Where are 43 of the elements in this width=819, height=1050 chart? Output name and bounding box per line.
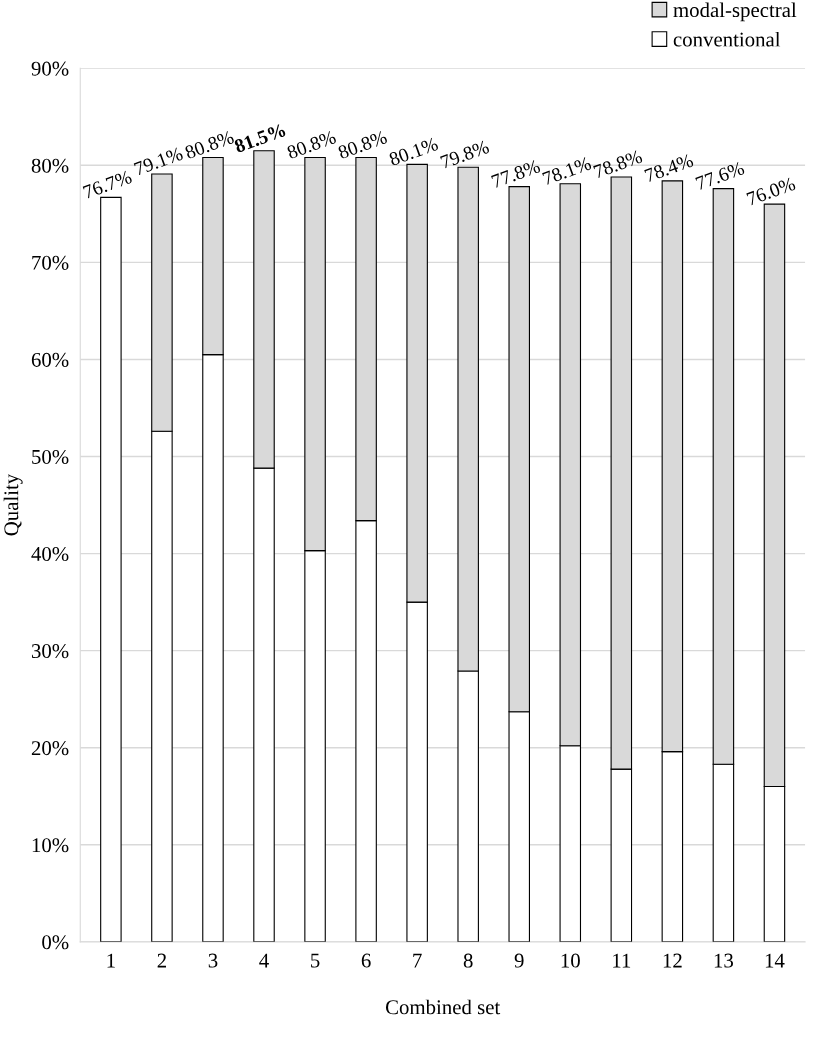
total-label: 81.5%: [233, 123, 287, 154]
y-tick-label: 10%: [32, 838, 69, 853]
x-tick-label: 12: [663, 953, 682, 968]
total-label: 80.8%: [286, 130, 337, 160]
legend-label: modal-spectral: [673, 2, 797, 22]
x-tick-label: 10: [561, 953, 580, 968]
x-tick-label: 1: [107, 953, 115, 968]
total-label: 80.8%: [337, 130, 388, 160]
total-label: 77.8%: [491, 159, 541, 189]
y-tick-label: 90%: [31, 61, 69, 76]
total-label: 77.6%: [695, 161, 746, 191]
y-tick-label: 20%: [31, 741, 69, 756]
x-tick-label: 9: [514, 953, 524, 968]
total-label: 78.8%: [593, 149, 643, 179]
bar: [100, 196, 122, 942]
x-tick-label: 4: [259, 953, 269, 968]
x-tick-label: 8: [463, 953, 473, 968]
total-label: 76.0%: [746, 176, 797, 206]
total-label: 78.1%: [542, 156, 592, 186]
x-tick-label: 5: [311, 953, 320, 968]
y-tick-label: 0%: [42, 935, 69, 950]
total-label: 79.1%: [133, 146, 184, 176]
x-axis-title: Combined set: [385, 999, 501, 1015]
y-tick-label: 70%: [32, 255, 69, 270]
x-tick-label: 14: [765, 953, 785, 968]
y-tick-label: 50%: [32, 449, 69, 465]
y-tick-label: 30%: [31, 644, 69, 659]
x-tick-label: 6: [361, 953, 371, 968]
total-label: 80.1%: [388, 137, 439, 167]
x-tick-label: 3: [208, 953, 218, 968]
x-tick-label: 11: [613, 953, 631, 968]
legend-label: conventional: [673, 31, 781, 47]
y-tick-label: 80%: [31, 158, 69, 173]
x-tick-label: 2: [157, 953, 166, 968]
x-tick-label: 7: [413, 953, 422, 968]
x-tick-label: 13: [714, 953, 734, 968]
y-tick-label: 60%: [31, 352, 69, 367]
total-label: 78.4%: [644, 153, 695, 183]
y-tick-label: 40%: [31, 546, 69, 562]
total-label: 76.7%: [82, 170, 133, 199]
total-label: 80.8%: [184, 130, 235, 160]
total-label: 79.8%: [439, 139, 490, 169]
y-axis-title: Quality: [3, 473, 23, 536]
